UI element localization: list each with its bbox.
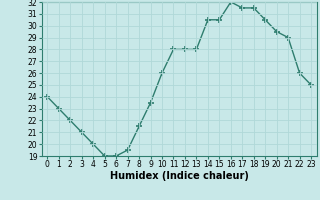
- X-axis label: Humidex (Indice chaleur): Humidex (Indice chaleur): [110, 171, 249, 181]
